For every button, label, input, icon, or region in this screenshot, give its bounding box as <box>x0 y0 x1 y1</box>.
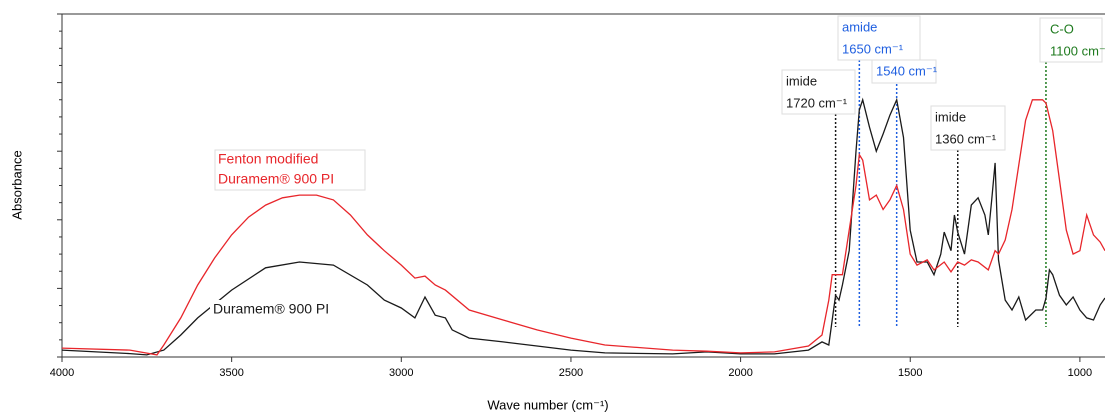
series-label-box <box>210 300 360 320</box>
annotation-box <box>871 59 937 84</box>
series-line <box>61 97 1105 356</box>
series-label-box <box>214 149 366 191</box>
annotation-text: 1720 cm⁻¹ <box>786 95 848 110</box>
x-tick-label: 2500 <box>559 367 583 379</box>
annotation-box <box>781 69 856 115</box>
y-axis-label: Absorbance <box>9 150 24 219</box>
x-tick-label: 4000 <box>50 367 74 379</box>
annotation-text: 1100 cm⁻¹ <box>1050 43 1105 58</box>
annotation-text: 1540 cm⁻¹ <box>876 63 938 78</box>
series-label: Fenton modified <box>218 151 318 167</box>
x-axis-label: Wave number (cm⁻¹) <box>487 397 608 412</box>
annotation-text: C-O <box>1050 21 1074 36</box>
annotation-text: 1360 cm⁻¹ <box>935 131 997 146</box>
series-label: Duramem® 900 PI <box>218 171 334 187</box>
annotation-text: imide <box>935 109 966 124</box>
annotation-text: imide <box>786 73 817 88</box>
annotation-box <box>930 105 1006 151</box>
annotation-box <box>837 15 921 61</box>
x-tick-label: 3500 <box>219 367 243 379</box>
annotation-text: 1650 cm⁻¹ <box>842 41 904 56</box>
x-tick-label: 1500 <box>898 367 922 379</box>
annotation-box <box>1039 17 1103 63</box>
series-line <box>61 99 1105 356</box>
annotation-text: amide <box>842 19 877 34</box>
x-tick-label: 3000 <box>389 367 413 379</box>
x-tick-label: 2000 <box>728 367 752 379</box>
x-tick-label: 1000 <box>1068 367 1092 379</box>
series-label: Duramem® 900 PI <box>213 301 329 317</box>
